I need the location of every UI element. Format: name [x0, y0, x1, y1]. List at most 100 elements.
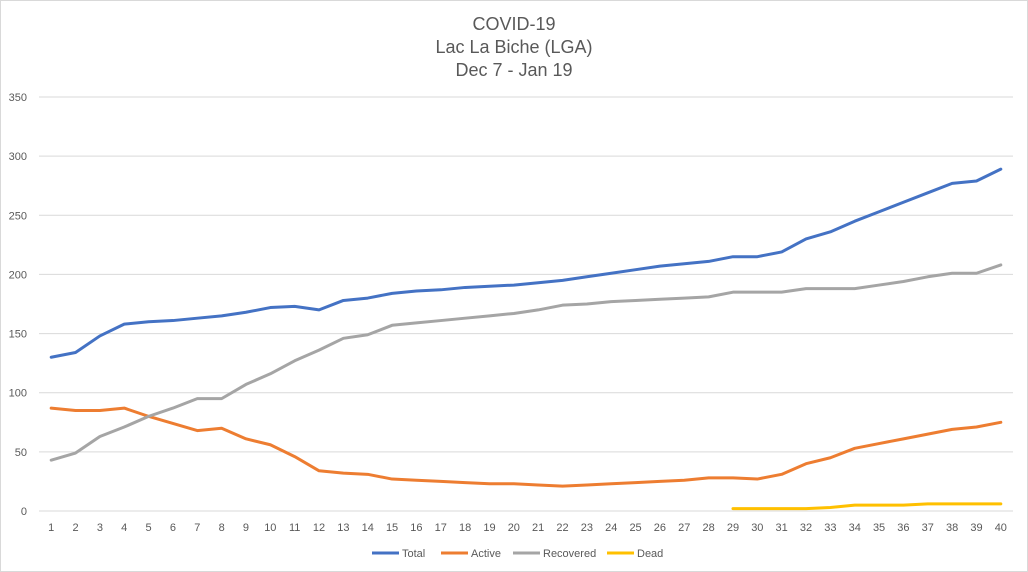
- data-point-total: [609, 271, 613, 275]
- data-point-recovered: [609, 300, 613, 304]
- data-point-active: [853, 446, 857, 450]
- legend-label-recovered: Recovered: [543, 548, 596, 560]
- data-point-active: [244, 437, 248, 441]
- data-point-dead: [780, 507, 784, 511]
- x-tick-label: 17: [435, 522, 447, 534]
- data-point-total: [853, 219, 857, 223]
- data-point-total: [731, 255, 735, 259]
- data-point-total: [926, 191, 930, 195]
- data-point-total: [74, 350, 78, 354]
- data-point-active: [561, 484, 565, 488]
- legend-item-active: Active: [441, 548, 501, 560]
- data-point-total: [634, 268, 638, 272]
- x-tick-label: 6: [170, 522, 176, 534]
- data-point-total: [49, 355, 53, 359]
- data-point-dead: [926, 502, 930, 506]
- data-point-active: [439, 479, 443, 483]
- y-tick-label: 350: [9, 92, 27, 104]
- data-point-recovered: [658, 297, 662, 301]
- legend-label-dead: Dead: [637, 548, 663, 560]
- data-point-active: [74, 408, 78, 412]
- data-point-recovered: [707, 295, 711, 299]
- chart-title-line-2: Lac La Biche (LGA): [435, 37, 592, 57]
- data-point-total: [293, 304, 297, 308]
- data-point-recovered: [682, 296, 686, 300]
- data-point-total: [268, 306, 272, 310]
- data-point-total: [974, 179, 978, 183]
- data-point-active: [171, 421, 175, 425]
- series-line-total: [49, 167, 1003, 359]
- data-point-recovered: [122, 425, 126, 429]
- data-point-recovered: [317, 348, 321, 352]
- data-point-total: [950, 181, 954, 185]
- data-point-recovered: [901, 280, 905, 284]
- data-point-total: [755, 255, 759, 259]
- data-point-total: [487, 284, 491, 288]
- chart-title-line-3: Dec 7 - Jan 19: [455, 60, 572, 80]
- series-line-active: [49, 406, 1003, 488]
- x-tick-label: 20: [508, 522, 520, 534]
- data-point-total: [901, 200, 905, 204]
- data-point-active: [877, 442, 881, 446]
- legend-item-total: Total: [372, 548, 425, 560]
- data-point-total: [536, 281, 540, 285]
- series-active: [49, 406, 1003, 488]
- x-tick-label: 2: [72, 522, 78, 534]
- data-point-total: [220, 314, 224, 318]
- data-point-total: [195, 316, 199, 320]
- x-tick-label: 8: [219, 522, 225, 534]
- data-point-total: [707, 259, 711, 263]
- data-point-recovered: [171, 406, 175, 410]
- data-point-active: [974, 425, 978, 429]
- gridlines: [39, 96, 1013, 512]
- x-tick-label: 10: [264, 522, 276, 534]
- x-tick-label: 27: [678, 522, 690, 534]
- data-point-dead: [828, 505, 832, 509]
- data-point-recovered: [974, 271, 978, 275]
- data-point-active: [585, 483, 589, 487]
- x-tick-label: 7: [194, 522, 200, 534]
- data-point-recovered: [463, 316, 467, 320]
- data-point-active: [414, 478, 418, 482]
- data-point-active: [999, 420, 1003, 424]
- data-point-total: [171, 319, 175, 323]
- data-point-active: [49, 406, 53, 410]
- data-point-total: [244, 310, 248, 314]
- data-point-recovered: [512, 311, 516, 315]
- data-point-total: [98, 334, 102, 338]
- data-point-recovered: [634, 298, 638, 302]
- data-point-active: [634, 481, 638, 485]
- data-point-recovered: [804, 287, 808, 291]
- data-point-total: [682, 262, 686, 266]
- series-line-dead: [731, 502, 1003, 511]
- chart-title-line-1: COVID-19: [472, 14, 555, 34]
- data-point-total: [828, 230, 832, 234]
- x-tick-label: 39: [970, 522, 982, 534]
- x-tick-label: 12: [313, 522, 325, 534]
- x-tick-label: 30: [751, 522, 763, 534]
- data-point-active: [220, 426, 224, 430]
- data-point-recovered: [366, 333, 370, 337]
- y-tick-label: 0: [21, 506, 27, 518]
- x-tick-label: 1: [48, 522, 54, 534]
- data-point-recovered: [220, 397, 224, 401]
- x-tick-label: 18: [459, 522, 471, 534]
- y-tick-label: 100: [9, 388, 27, 400]
- data-point-dead: [974, 502, 978, 506]
- data-point-active: [755, 477, 759, 481]
- data-point-recovered: [999, 263, 1003, 267]
- data-point-recovered: [755, 290, 759, 294]
- data-point-dead: [755, 507, 759, 511]
- x-tick-label: 21: [532, 522, 544, 534]
- x-tick-label: 4: [121, 522, 127, 534]
- data-point-recovered: [536, 308, 540, 312]
- data-point-recovered: [561, 303, 565, 307]
- data-point-active: [366, 472, 370, 476]
- data-point-active: [828, 456, 832, 460]
- data-point-total: [147, 320, 151, 324]
- data-point-total: [122, 322, 126, 326]
- data-point-recovered: [195, 397, 199, 401]
- data-point-dead: [877, 503, 881, 507]
